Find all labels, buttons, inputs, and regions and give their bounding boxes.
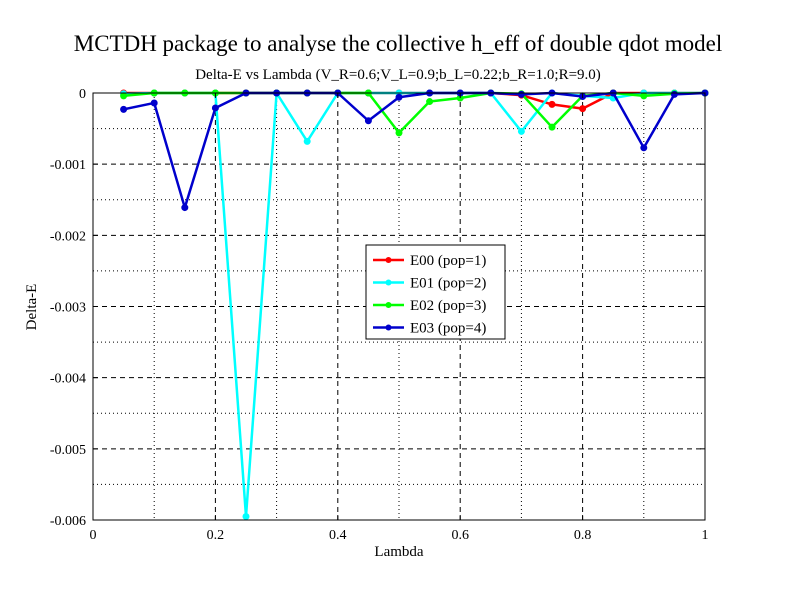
y-tick-label: -0.005: [50, 443, 86, 458]
y-axis: 0 -0.001 -0.002 -0.003 -0.004 -0.005 -0.006: [50, 87, 705, 529]
data-point: [120, 105, 128, 113]
data-point: [517, 127, 525, 135]
data-point: [548, 100, 556, 108]
legend-marker: [385, 279, 392, 286]
data-point: [548, 123, 556, 131]
y-tick-label: -0.001: [50, 158, 86, 173]
x-tick-label: 1: [702, 528, 709, 543]
y-tick-label: -0.002: [50, 229, 86, 244]
data-point: [579, 105, 587, 113]
y-tick-label: 0: [79, 87, 86, 102]
legend-label: E00 (pop=1): [410, 253, 486, 269]
y-tick-label: -0.006: [50, 514, 86, 529]
legend-label: E02 (pop=3): [410, 298, 486, 314]
y-axis-label: Delta-E: [24, 284, 40, 331]
data-point: [395, 129, 403, 137]
x-tick-label: 0.8: [574, 528, 592, 543]
data-point: [242, 512, 250, 520]
legend-label: E03 (pop=4): [410, 321, 486, 337]
data-point: [211, 104, 219, 112]
chart-title: MCTDH package to analyse the collective …: [74, 31, 723, 56]
x-tick-label: 0: [90, 528, 97, 543]
data-point: [120, 92, 128, 100]
legend-label: E01 (pop=2): [410, 276, 486, 292]
data-point: [395, 93, 403, 101]
data-point: [517, 90, 525, 98]
chart-subtitle: Delta-E vs Lambda (V_R=0.6;V_L=0.9;b_L=0…: [195, 67, 601, 83]
x-tick-label: 0.2: [207, 528, 225, 543]
data-point: [640, 144, 648, 152]
legend: E00 (pop=1) E01 (pop=2) E02 (pop=3) E03 (po…: [365, 244, 506, 340]
x-tick-label: 0.6: [451, 528, 469, 543]
data-point: [303, 137, 311, 145]
y-tick-label: -0.004: [50, 372, 86, 387]
legend-marker: [385, 302, 392, 308]
data-point: [181, 204, 189, 212]
legend-marker: [385, 257, 392, 263]
x-axis: 0 0.2 0.4 0.6 0.8 1: [90, 93, 709, 543]
y-tick-label: -0.003: [50, 301, 86, 316]
series-3: [120, 89, 709, 212]
x-tick-label: 0.4: [329, 528, 347, 543]
series-line: [123, 91, 706, 209]
data-point: [150, 99, 158, 107]
data-point: [364, 117, 372, 125]
data-point: [426, 98, 434, 106]
data-point: [670, 90, 678, 98]
data-point: [640, 92, 648, 100]
x-axis-label: Lambda: [374, 544, 423, 560]
legend-marker: [385, 324, 392, 331]
